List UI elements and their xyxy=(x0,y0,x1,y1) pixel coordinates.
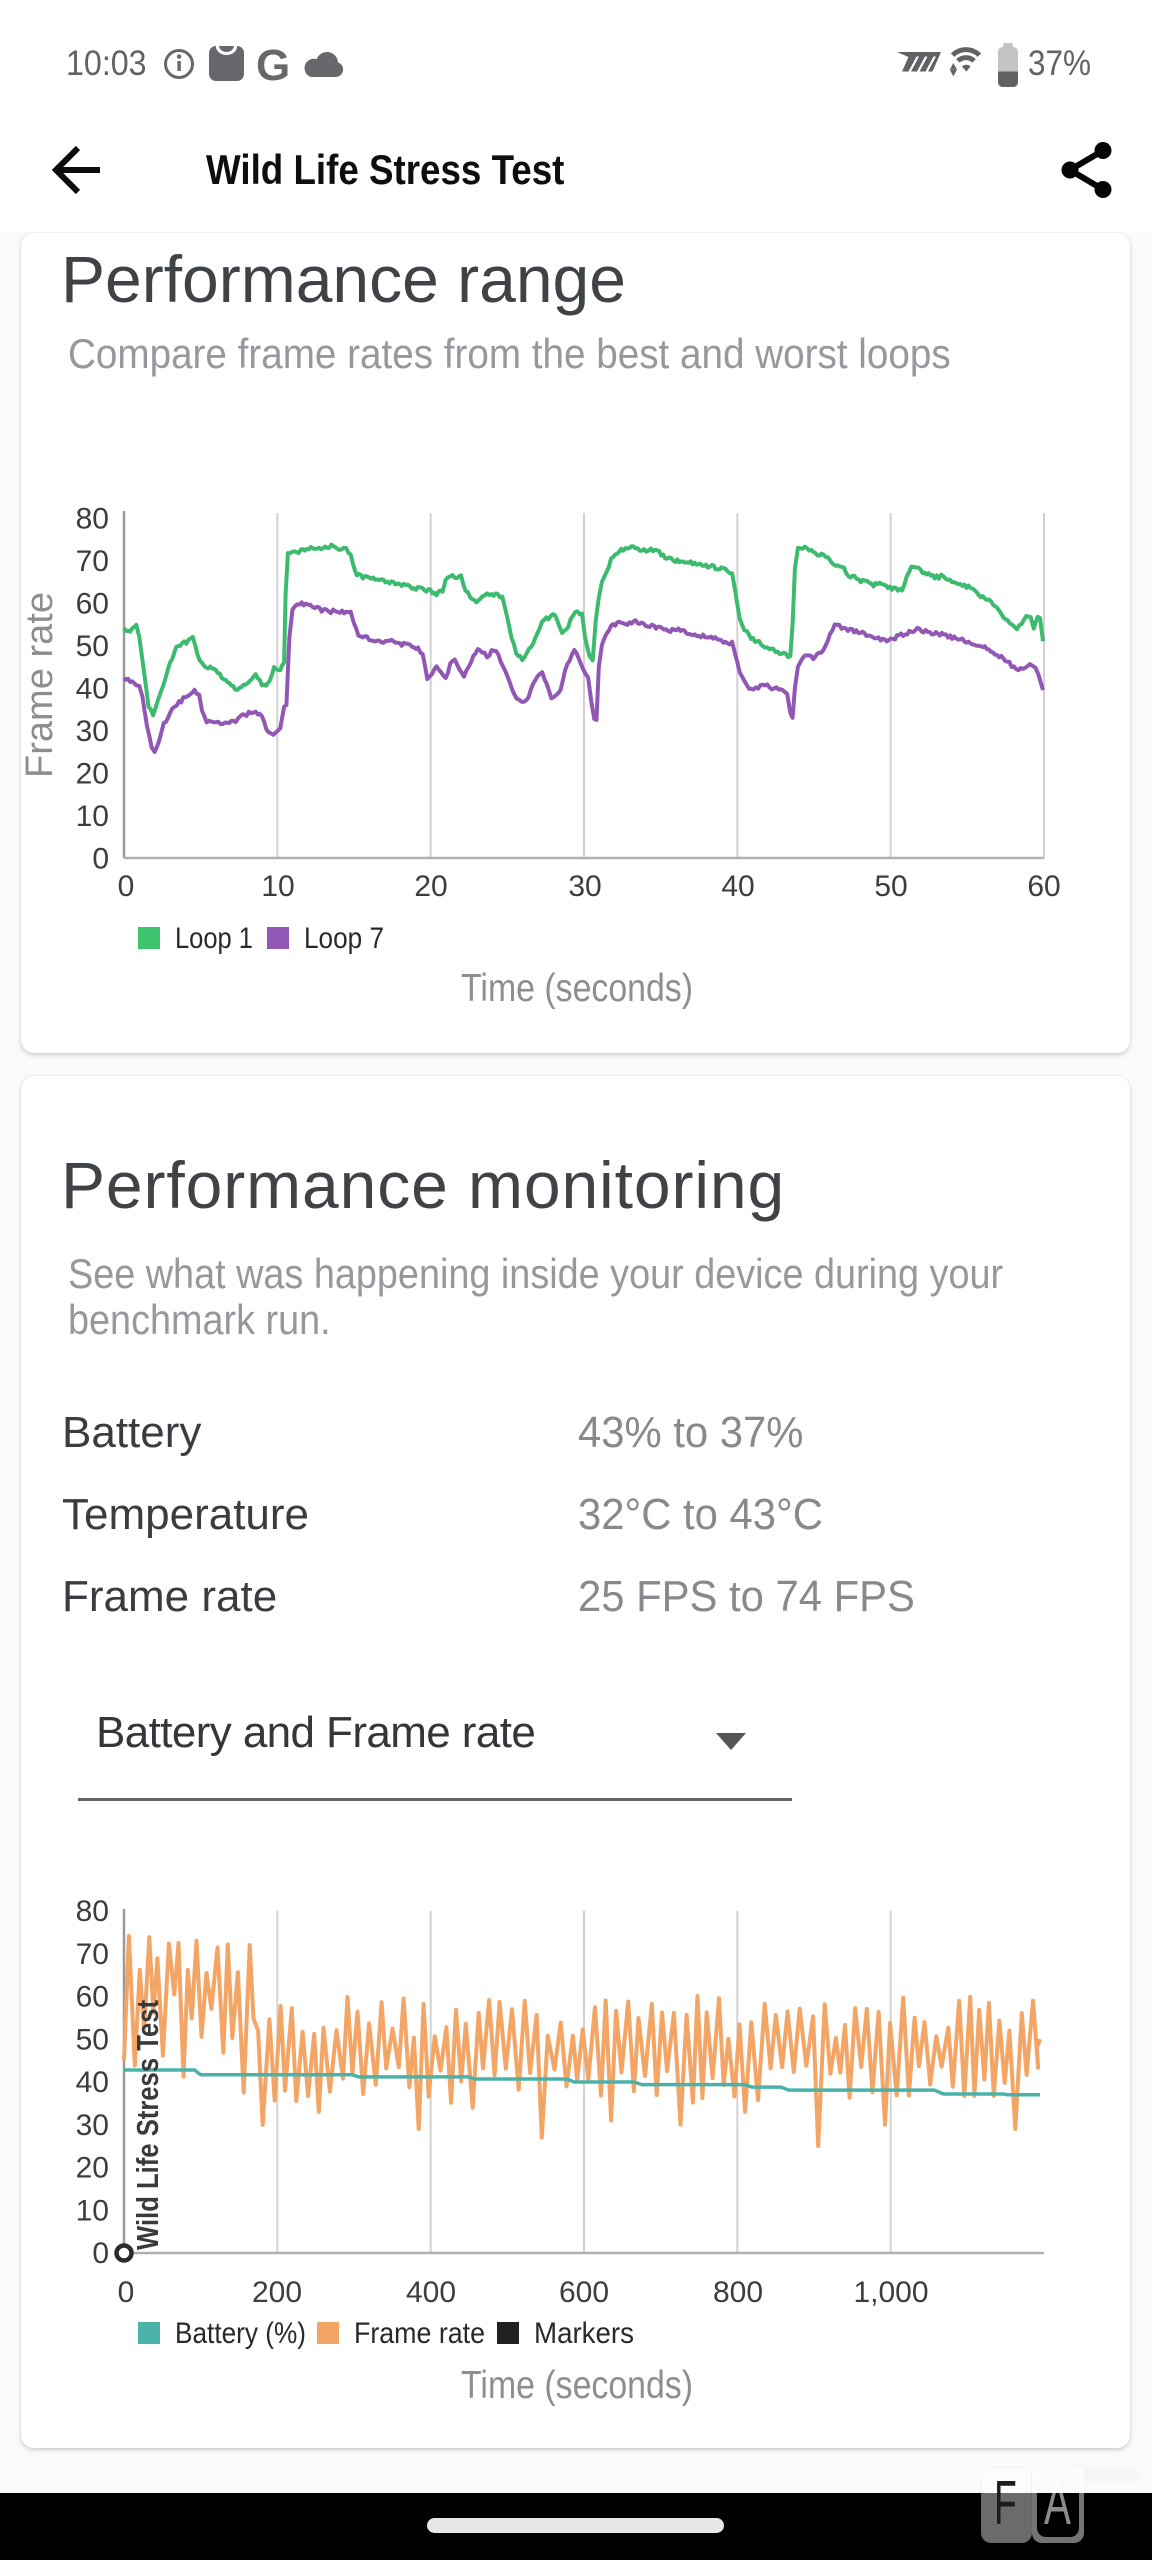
svg-text:20: 20 xyxy=(76,758,109,791)
svg-text:200: 200 xyxy=(252,2276,302,2309)
svg-text:Frame rate: Frame rate xyxy=(19,592,61,778)
svg-text:400: 400 xyxy=(406,2276,456,2309)
svg-text:0: 0 xyxy=(118,2276,135,2309)
svg-text:30: 30 xyxy=(568,870,601,903)
svg-text:50: 50 xyxy=(874,870,907,903)
svg-text:Loop 1: Loop 1 xyxy=(175,922,253,955)
svg-text:Frame rate: Frame rate xyxy=(354,2317,485,2350)
svg-text:40: 40 xyxy=(721,870,754,903)
svg-text:20: 20 xyxy=(414,870,447,903)
svg-text:10: 10 xyxy=(76,800,109,833)
svg-text:60: 60 xyxy=(76,588,109,621)
svg-text:10: 10 xyxy=(261,870,294,903)
svg-text:Time (seconds): Time (seconds) xyxy=(461,967,693,1010)
svg-text:70: 70 xyxy=(76,545,109,578)
svg-text:70: 70 xyxy=(76,1938,109,1971)
svg-text:Loop 7: Loop 7 xyxy=(304,922,384,955)
svg-text:30: 30 xyxy=(76,715,109,748)
svg-text:50: 50 xyxy=(76,2023,109,2056)
svg-text:20: 20 xyxy=(76,2152,109,2185)
svg-text:Time (seconds): Time (seconds) xyxy=(461,2364,693,2407)
svg-text:Markers: Markers xyxy=(534,2317,634,2350)
svg-text:0: 0 xyxy=(92,2237,109,2270)
svg-text:800: 800 xyxy=(713,2276,763,2309)
svg-text:40: 40 xyxy=(76,673,109,706)
svg-text:Wild Life Stress Test: Wild Life Stress Test xyxy=(130,2000,165,2250)
svg-text:30: 30 xyxy=(76,2109,109,2142)
svg-text:0: 0 xyxy=(92,843,109,876)
svg-text:80: 80 xyxy=(76,503,109,536)
svg-text:600: 600 xyxy=(559,2276,609,2309)
svg-text:0: 0 xyxy=(118,870,135,903)
svg-text:50: 50 xyxy=(76,630,109,663)
svg-text:Battery (%): Battery (%) xyxy=(175,2317,306,2350)
svg-text:60: 60 xyxy=(1027,870,1060,903)
svg-text:1,000: 1,000 xyxy=(853,2276,928,2309)
svg-text:10: 10 xyxy=(76,2194,109,2227)
svg-text:60: 60 xyxy=(76,1981,109,2014)
svg-text:80: 80 xyxy=(76,1895,109,1928)
svg-text:G: G xyxy=(256,44,290,84)
svg-text:40: 40 xyxy=(76,2066,109,2099)
